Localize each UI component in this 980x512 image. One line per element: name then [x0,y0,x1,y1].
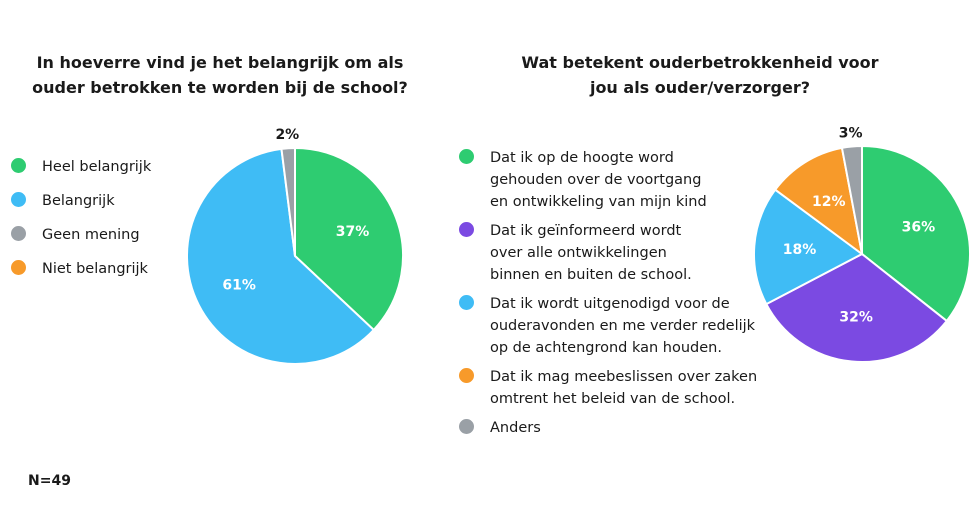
pie-slice [840,144,863,255]
chart-2-title: Wat betekent ouderbetrokkenheid voor jou… [480,50,920,100]
legend-label: Belangrijk [42,193,115,209]
legend-label: omtrent het beleid van de school. [490,391,736,407]
chart-2-title-line-2: jou als ouder/verzorger? [589,78,811,97]
legend-swatch [459,419,474,434]
legend-label: gehouden over de voortgang [490,172,702,188]
legend-item: Dat ik wordt uitgenodigd voor de ouderavo… [459,293,757,359]
pie-slice [186,147,376,365]
legend-item: Anders [459,417,757,439]
legend-label: Dat ik mag meebeslissen over zaken [490,369,758,385]
slice-label: 3% [839,126,863,142]
legend-label: Niet belangrijk [42,261,148,277]
slice-label: 32% [839,309,873,325]
legend-label: Geen mening [42,227,140,243]
legend-label: Heel belangrijk [42,159,152,175]
pie-slice [280,146,296,257]
slice-label: 36% [902,220,936,236]
legend-label: Dat ik op de hoogte word [490,150,674,166]
pie-slice [294,146,404,332]
chart-1-title: In hoeverre vind je het belangrijk om al… [10,50,430,100]
slice-label: 12% [812,194,846,210]
slice-label: 2% [275,127,299,143]
legend-label: Dat ik geïnformeerd wordt [490,223,682,239]
legend-label: Anders [490,420,541,436]
legend-swatch [459,222,474,237]
slice-label: 18% [783,242,817,258]
legend-item: Dat ik op de hoogte word gehouden over de… [459,147,757,213]
chart-1-legend: Heel belangrijk Belangrijk Geen mening Niet… [11,156,151,292]
legend-swatch [11,192,26,207]
legend-item: Dat ik geïnformeerd wordt over alle ontwi… [459,220,757,286]
legend-item: Belangrijk [11,190,151,224]
legend-label: binnen en buiten de school. [490,267,692,283]
legend-label: ouderavonden en me verder redelijk [490,318,756,334]
sample-size-note: N=49 [28,473,71,489]
legend-label: op de achtengrond kan houden. [490,340,722,356]
legend-item: Niet belangrijk [11,258,151,292]
legend-label: Dat ik wordt uitgenodigd voor de [490,296,730,312]
legend-label: over alle ontwikkelingen [490,245,667,261]
legend-swatch [11,226,26,241]
legend-swatch [459,295,474,310]
legend-swatch [459,368,474,383]
legend-item: Dat ik mag meebeslissen over zaken omtren… [459,366,757,410]
pie-slice [753,188,864,306]
pie-slice [861,144,971,323]
chart-1-title-line-2: ouder betrokken te worden bij de school? [32,78,408,97]
chart-1-pie: 37% 61% 2% [186,127,404,365]
chart-2-pie: 36% 32% 18% 12% 3% [753,126,971,363]
chart-1-title-line-1: In hoeverre vind je het belangrijk om al… [36,53,404,72]
legend-swatch [11,158,26,173]
legend-swatch [459,149,474,164]
legend-label: en ontwikkeling van mijn kind [490,194,707,210]
slice-label: 61% [222,277,256,293]
legend-item: Geen mening [11,224,151,258]
chart-2-legend: Dat ik op de hoogte word gehouden over de… [459,147,757,446]
legend-swatch [11,260,26,275]
chart-2-title-line-1: Wat betekent ouderbetrokkenheid voor [521,53,879,72]
legend-item: Heel belangrijk [11,156,151,190]
slice-label: 37% [336,224,370,240]
pie-slice [773,146,864,257]
